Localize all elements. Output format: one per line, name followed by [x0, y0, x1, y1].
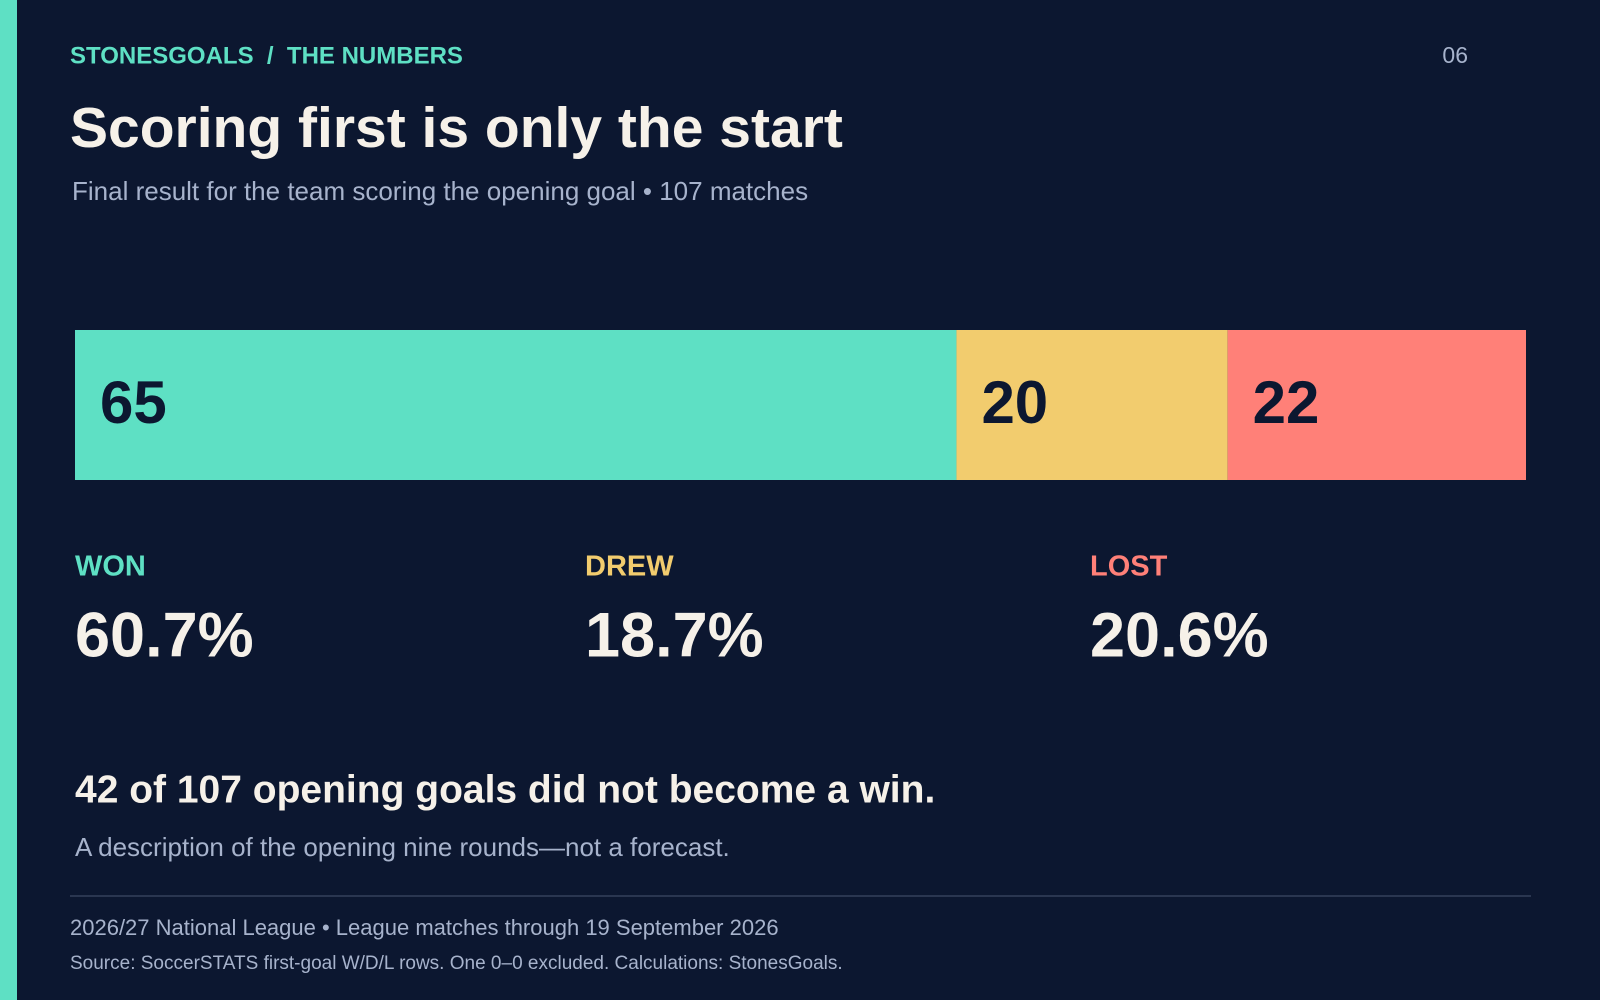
accent-bar: [0, 0, 17, 1000]
source-line: Source: SoccerSTATS first-goal W/D/L row…: [70, 953, 843, 974]
chart-title: Scoring first is only the start: [70, 96, 843, 160]
footer-line: 2026/27 National League • League matches…: [70, 915, 779, 940]
page-number: 06: [1442, 42, 1468, 68]
share-value: 18.7%: [585, 601, 764, 671]
bar-segment: [956, 330, 1228, 480]
legend-label: LOST: [1090, 551, 1168, 583]
takeaway-headline: 42 of 107 opening goals did not become a…: [75, 768, 935, 811]
share-value: 60.7%: [75, 601, 254, 671]
subtitle: Final result for the team scoring the op…: [72, 176, 808, 206]
kicker: STONESGOALS / THE NUMBERS: [70, 42, 463, 69]
legend-label: WON: [75, 551, 146, 583]
bar-segment: [1227, 330, 1526, 480]
segment-label: 20: [981, 369, 1048, 436]
share-value: 20.6%: [1090, 601, 1269, 671]
segment-label: 22: [1253, 369, 1320, 436]
legend-label: DREW: [585, 551, 674, 583]
segment-label: 65: [100, 369, 167, 436]
takeaway-note: A description of the opening nine rounds…: [75, 832, 730, 862]
bar-segment: [75, 330, 957, 480]
